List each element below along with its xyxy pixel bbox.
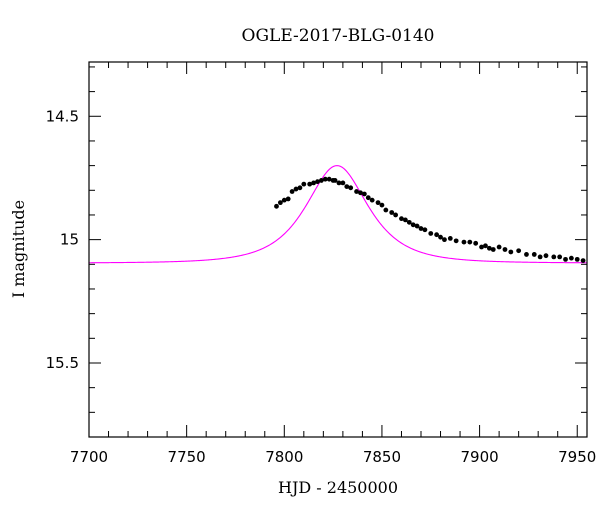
axis-ticks	[88, 62, 587, 438]
data-point	[467, 239, 473, 245]
data-point	[277, 200, 283, 206]
y-tick-label: 15	[60, 231, 79, 249]
data-point	[434, 232, 440, 238]
data-point	[402, 217, 408, 223]
data-point	[297, 185, 303, 191]
data-point	[358, 190, 363, 196]
data-point	[557, 254, 563, 260]
data-point	[524, 252, 529, 257]
x-tick-label: 7900	[460, 448, 498, 466]
data-point	[393, 212, 399, 218]
data-point	[418, 226, 424, 231]
data-point	[563, 256, 568, 262]
x-tick-label: 7750	[168, 448, 206, 466]
data-point	[461, 239, 467, 245]
data-point	[340, 180, 346, 186]
data-point	[508, 249, 514, 255]
y-tick-label: 14.5	[46, 107, 79, 125]
data-point	[361, 191, 367, 197]
data-point	[551, 254, 557, 260]
data-point	[428, 231, 434, 236]
tick-labels: 7700 7750 7800 7850 7900 7950 14.5 15 15.5	[46, 107, 597, 466]
data-point	[442, 237, 447, 243]
data-point	[322, 176, 328, 182]
data-point	[580, 258, 586, 264]
data-points	[274, 176, 586, 264]
data-point	[486, 245, 492, 251]
data-point	[496, 244, 502, 250]
data-point	[383, 207, 389, 213]
data-point	[348, 185, 354, 191]
data-point	[473, 240, 479, 246]
data-point	[479, 244, 484, 250]
data-point	[410, 222, 416, 228]
data-point	[483, 243, 488, 249]
y-tick-label: 15.5	[46, 354, 79, 372]
x-tick-label: 7850	[363, 448, 401, 466]
y-axis-label: I magnitude	[9, 200, 28, 298]
data-point	[414, 223, 420, 229]
data-point	[354, 189, 359, 194]
data-point	[574, 256, 580, 262]
data-point	[516, 248, 522, 254]
data-point	[502, 247, 508, 252]
x-tick-label: 7700	[70, 448, 108, 466]
chart-title: OGLE-2017-BLG-0140	[242, 26, 435, 46]
data-point	[289, 189, 295, 194]
data-point	[379, 202, 385, 208]
data-point	[447, 235, 453, 241]
data-point	[281, 197, 287, 203]
data-point	[422, 227, 428, 233]
data-point	[406, 219, 412, 225]
data-point	[537, 254, 543, 260]
data-point	[369, 197, 375, 203]
model-curve	[89, 165, 587, 264]
data-point	[490, 247, 496, 252]
data-point	[315, 179, 320, 185]
data-point	[438, 234, 443, 240]
plot-frame	[88, 61, 588, 438]
data-point	[274, 203, 279, 209]
data-point	[293, 186, 299, 192]
data-point	[301, 181, 307, 187]
data-point	[319, 178, 324, 183]
data-point	[307, 181, 313, 187]
data-point	[285, 196, 291, 202]
data-point	[399, 216, 404, 222]
data-point	[336, 180, 342, 186]
data-point	[326, 176, 332, 182]
data-point	[375, 200, 381, 206]
x-axis-label: HJD - 2450000	[278, 478, 398, 497]
data-point	[332, 178, 338, 183]
data-point	[311, 180, 316, 186]
x-tick-label: 7950	[558, 448, 596, 466]
data-point	[344, 184, 350, 189]
data-point	[389, 210, 395, 215]
data-point	[453, 238, 459, 244]
data-point	[365, 195, 371, 201]
x-tick-label: 7800	[265, 448, 303, 466]
data-point	[531, 252, 537, 257]
data-point	[568, 255, 574, 261]
data-point	[543, 253, 549, 259]
